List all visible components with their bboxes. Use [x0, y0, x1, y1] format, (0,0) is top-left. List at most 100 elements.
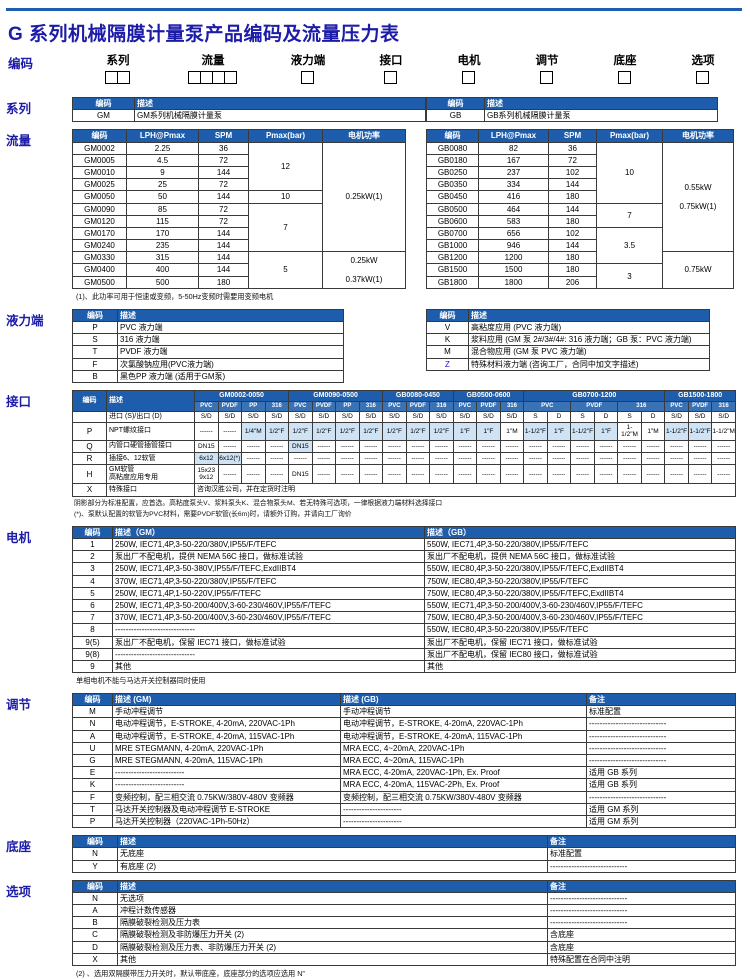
table-cell: 1/2"F: [405, 421, 431, 441]
table-cell: ------: [593, 464, 619, 485]
table-cell: ------: [217, 421, 243, 441]
table-cell: 1/2"F: [429, 421, 454, 441]
table-cell: 144: [548, 202, 597, 216]
table-cell: 1"M: [640, 421, 666, 441]
table-cell: 250W, IEC71,4P,3-50-220/380V,IP55/F/TEFC: [112, 538, 425, 552]
section-base: 底座 编码 描述 备注 N 无底座 标准配置 Y 有底座 (2) ---------------…: [6, 835, 742, 873]
table-cell: -----------------------------: [547, 904, 736, 918]
code-row-label: 编码: [8, 57, 34, 71]
table-cell: ------: [241, 439, 266, 454]
table-row: 4 370W, IEC71,4P,3-50-220/380V,IP55/F/TEF…: [72, 574, 736, 588]
code-category-label: 选项: [691, 55, 715, 67]
table-cell: 1/2"F: [335, 421, 360, 441]
table-cell: 变频控制，配三相交流 0.75KW/380V-480V 变频器: [340, 790, 587, 804]
table-cell: ------: [687, 452, 713, 466]
table-cell: ------: [311, 464, 337, 485]
header-cell: PVC: [664, 400, 689, 412]
table-cell: GM0500: [72, 275, 127, 289]
table-cell: 泵出厂不配电机，保留 IEC71 接口，做标准试验: [424, 635, 736, 649]
table-cell: GB0700: [426, 226, 479, 241]
table-row: P NPT螺纹接口 ------ ------ 1/4"M 1/2"F 1/2"F 1/2"F…: [72, 421, 736, 441]
table-cell: ------: [335, 439, 360, 454]
table-cell: ------: [570, 439, 595, 454]
table-row: 编码 描述: [426, 308, 710, 323]
table-cell: ------: [711, 452, 736, 466]
table-cell: ------: [311, 452, 337, 466]
header-cell: PVDF: [476, 400, 501, 412]
table-cell: 180: [548, 251, 597, 265]
table-cell: DN15: [288, 439, 313, 454]
code-boxes: [301, 71, 314, 84]
table-row: 9 其他 其他: [72, 659, 736, 674]
table-cell: 隔膜破裂检测及压力表、非防爆压力开关 (2): [117, 940, 548, 954]
table-cell: 7: [72, 611, 113, 625]
table-cell: ------: [405, 452, 431, 466]
header-cell: PVC: [382, 400, 407, 412]
table-cell: 370W, IEC71,4P,3-50-200/400V,3-60-230/46…: [112, 611, 425, 625]
table-cell: Y: [72, 859, 118, 873]
flow-gb-table: 编码 LPH@Pmax SPM Pmax(bar) 电机功率 GB0080 82 36 10 0.…: [426, 129, 734, 289]
table-row: GB0180 167 72: [426, 153, 734, 167]
code-boxes: [540, 71, 553, 84]
header-cell: 编码: [72, 879, 118, 893]
table-cell: -----------------------------: [547, 859, 736, 873]
table-cell: 3: [596, 263, 663, 289]
table-cell: 泵出厂不配电机，提供 NEMA 56C 接口，做标准试验: [112, 550, 425, 564]
table-row: B 黑色PP 液力端 (适用于GM泵): [72, 369, 344, 383]
table-cell: GM0330: [72, 251, 127, 265]
table-cell: ------: [523, 439, 548, 454]
header-cell: 备注: [547, 879, 736, 893]
table-cell: ------: [664, 439, 689, 454]
table-cell: 7: [596, 202, 663, 228]
table-cell: 6x12: [194, 452, 219, 466]
table-cell: ------------------------------: [112, 623, 425, 637]
header-cell: PVDF: [217, 400, 243, 412]
table-row: 编码 LPH@Pmax SPM Pmax(bar) 电机功率: [426, 129, 734, 143]
table-cell: GM: [72, 109, 135, 123]
table-cell: ------: [711, 439, 736, 454]
table-cell: Z: [426, 357, 469, 371]
table-cell: --------------------------: [112, 766, 341, 780]
table-cell: D: [72, 940, 118, 954]
table-cell: 无选项: [117, 891, 548, 906]
table-row: GB1200 1200 180 0.75kW: [426, 251, 734, 289]
table-cell: ------: [217, 439, 243, 454]
table-row: N 无选项 -----------------------------: [72, 891, 736, 906]
table-cell: 1"F: [546, 421, 572, 441]
header-cell: 描述: [117, 879, 548, 893]
table-cell: GB1500: [426, 263, 479, 277]
table-cell: ------: [264, 439, 290, 454]
table-cell: S/D: [311, 410, 337, 423]
table-cell: ------: [476, 439, 501, 454]
table-cell: E: [72, 766, 113, 780]
table-row: GM0090 85 72 7: [72, 202, 406, 253]
code-category-label: 接口: [379, 55, 403, 67]
section-series: 系列 编码 描述 GM GM系列机械隔膜计量泵 编码 描述 GB GB系列机械隔膜计量泵: [6, 96, 742, 123]
code-category: 接口: [352, 52, 430, 89]
table-cell: 1/2"F: [382, 421, 407, 441]
table-cell: 混合物应用 (GM 泵 PVC 液力端): [468, 345, 710, 359]
table-cell: GB0350: [426, 178, 479, 192]
code-category-label: 电机: [457, 55, 481, 67]
table-cell: 170: [126, 226, 199, 241]
table-cell: 4.5: [126, 153, 199, 167]
table-cell: K: [72, 778, 113, 792]
table-cell: 含底座: [547, 940, 736, 954]
table-cell: 4: [72, 574, 113, 588]
table-row: GB1000 946 144: [426, 239, 734, 253]
table-cell: ------: [429, 464, 454, 485]
table-cell: ------: [476, 452, 501, 466]
table-cell: 36: [548, 141, 597, 155]
table-cell: N: [72, 717, 113, 731]
table-cell: ------: [476, 464, 501, 485]
table-cell: -----------------------------: [586, 754, 736, 768]
table-cell: 9(5): [72, 635, 113, 649]
series-gm-table: 编码 描述 GM GM系列机械隔膜计量泵: [72, 96, 426, 123]
header-cell: GB1500-1800: [664, 389, 736, 402]
table-cell: C: [72, 928, 118, 942]
table-cell: T: [72, 345, 118, 359]
table-cell: 1"F: [593, 421, 619, 441]
header-cell: 编码: [72, 525, 113, 540]
options-footnote: (2) 、选用双隔膜带压力开关时，默认带底座，底座部分的选项应选用 N”: [76, 969, 305, 979]
table-cell: 1/2"F: [264, 421, 290, 441]
